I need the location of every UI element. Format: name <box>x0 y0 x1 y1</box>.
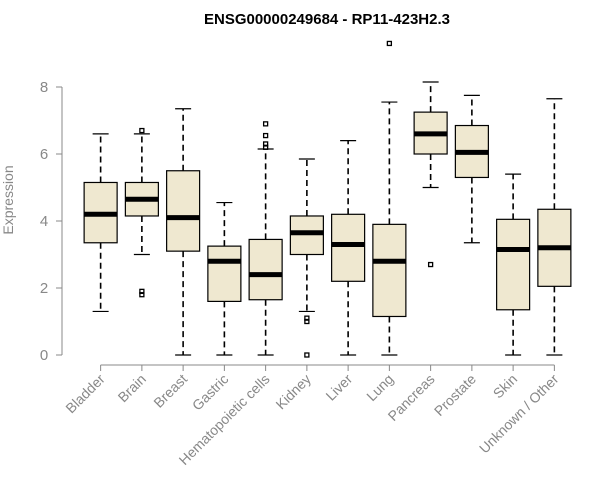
outlier-point <box>304 352 310 358</box>
y-tick-label: 4 <box>40 213 48 230</box>
box-prostate <box>454 94 489 244</box>
x-tick-label: Breast <box>150 371 190 411</box>
outlier-point <box>139 288 145 295</box>
x-tick-label: Bladder <box>62 371 108 417</box>
box-body <box>207 245 242 303</box>
box-kidney <box>289 158 324 358</box>
y-tick-label: 8 <box>40 79 48 96</box>
y-axis-label: Expression <box>0 165 16 234</box>
outlier-point <box>427 261 434 268</box>
outlier-point <box>262 132 269 139</box>
y-tick-label: 2 <box>40 280 48 297</box>
x-tick-label: Lung <box>363 371 396 404</box>
box-unknown-other <box>537 98 572 356</box>
box-pancreas <box>413 81 448 268</box>
x-tick-label: Kidney <box>272 371 314 413</box>
outlier-point <box>304 315 310 321</box>
y-axis: 0 2 4 6 8 <box>40 79 63 364</box>
box-body <box>166 170 201 252</box>
outlier-point <box>262 121 269 127</box>
outlier-point <box>386 40 393 47</box>
outlier-point <box>139 127 145 134</box>
box-body <box>248 238 283 301</box>
box-body <box>496 218 531 311</box>
box-lung <box>372 40 407 356</box>
box-liver <box>331 140 366 356</box>
boxes-group <box>83 40 572 358</box>
box-body <box>372 223 407 318</box>
chart-title: ENSG00000249684 - RP11-423H2.3 <box>204 11 450 28</box>
box-bladder <box>83 133 118 313</box>
y-tick-label: 6 <box>40 146 48 163</box>
box-gastric <box>207 201 242 356</box>
x-tick-label: Liver <box>322 371 355 404</box>
box-brain <box>124 127 159 298</box>
y-tick-label: 0 <box>40 347 48 364</box>
box-hematopoietic-cells <box>248 121 283 356</box>
box-body <box>331 213 366 282</box>
outlier-point <box>262 141 269 147</box>
box-breast <box>166 108 201 356</box>
x-tick-label: Prostate <box>431 371 479 419</box>
box-skin <box>496 173 531 356</box>
box-body <box>289 215 324 256</box>
x-tick-label: Skin <box>490 371 521 402</box>
x-tick-label: Brain <box>115 371 149 405</box>
